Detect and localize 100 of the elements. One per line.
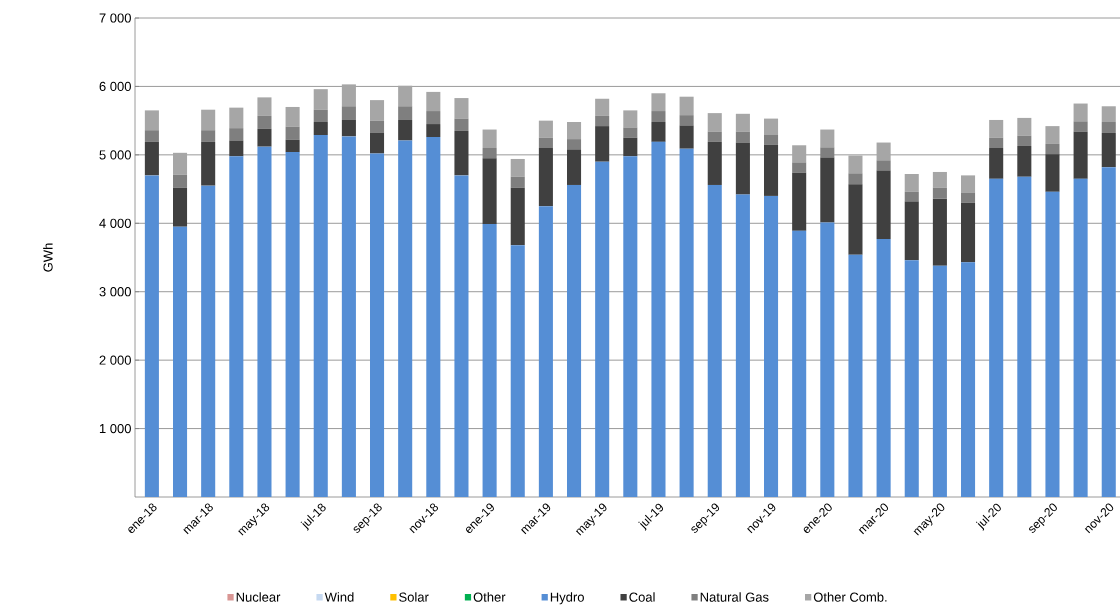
bar [257,128,272,147]
bar [144,130,159,142]
bar [735,194,750,497]
bar [567,139,582,150]
bar [313,109,328,123]
bar [1017,117,1032,136]
bar [426,91,441,112]
bar [257,97,272,116]
bar [764,195,779,497]
y-tick-label: 7 000 [99,13,131,23]
bar [398,119,413,141]
bar [454,130,469,176]
bar [1101,167,1116,497]
legend-label: Nuclear [236,592,281,602]
bar [454,118,469,131]
bar [229,107,244,129]
bar [313,89,328,110]
bar [820,147,835,158]
y-tick-label: 5 000 [99,150,131,160]
legend-label: Coal [629,592,655,602]
bar [567,122,582,140]
legend-label: Other Comb. [813,592,887,602]
bar [1073,121,1088,132]
bar [370,120,385,133]
bar [904,260,919,497]
bar [1045,126,1060,144]
bar [651,93,666,112]
bar [173,174,188,188]
bar [961,202,976,263]
bar [904,191,919,202]
bar [876,170,891,240]
bar [651,122,666,142]
bar [595,161,610,497]
legend-label: Solar [399,592,429,602]
bar [679,115,694,126]
bar [482,158,497,224]
bar [567,184,582,497]
bar [257,146,272,497]
bar [932,171,947,188]
bar [707,131,722,142]
bar [567,149,582,185]
bar [1073,178,1088,497]
bar [341,84,356,107]
bar [961,192,976,203]
bar [651,141,666,497]
bar [1045,191,1060,497]
bar [538,148,553,207]
bar [764,118,779,136]
bar [313,135,328,497]
bar [144,141,159,176]
bar [426,111,441,125]
bar [426,137,441,497]
bar [398,140,413,497]
bar [341,136,356,497]
bar [792,145,807,163]
bar [595,115,610,127]
bar [370,100,385,121]
bar [201,130,216,142]
bar [989,148,1004,179]
bar [932,187,947,199]
bar [932,198,947,266]
y-tick-label: 2 000 [99,355,131,365]
bar [285,139,300,153]
bar [792,230,807,497]
bar [989,137,1004,149]
bar [229,156,244,497]
bar [679,148,694,497]
bar [595,126,610,162]
bar [173,187,188,227]
bar [989,178,1004,497]
bar [201,109,216,131]
legend-label: Hydro [550,592,584,605]
bar [510,158,525,177]
bar [341,119,356,137]
y-axis-title: GWh [43,243,53,272]
bar [651,111,666,123]
bar [904,174,919,192]
bar [1073,103,1088,122]
bar [735,131,750,143]
bar [932,265,947,497]
bar [144,175,159,497]
bar [482,223,497,497]
bar [876,239,891,497]
bar [173,152,188,175]
bar [229,128,244,141]
bar [623,156,638,497]
bar [398,106,413,120]
legend-label: Wind [324,592,354,602]
bar [961,175,976,193]
bar [1101,122,1116,133]
bar [510,187,525,246]
bar [510,245,525,497]
bar [707,184,722,497]
bar [341,106,356,120]
bar [707,141,722,185]
bar [961,262,976,497]
bar [370,132,385,154]
bar [623,127,638,138]
bar [876,142,891,161]
bar [848,173,863,185]
